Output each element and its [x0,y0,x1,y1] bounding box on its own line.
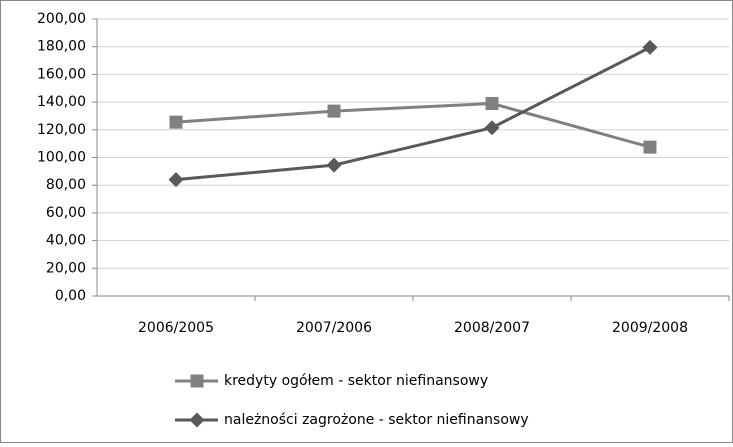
legend-marker [190,374,204,388]
y-tick-label: 120,00 [37,122,86,138]
legend-label: kredyty ogółem - sektor niefinansowy [224,373,488,389]
point-marker [168,172,184,188]
y-tick-label: 20,00 [46,260,86,276]
x-tick-label: 2009/2008 [612,320,688,336]
y-tick-label: 100,00 [37,150,86,166]
point-marker [485,96,499,110]
x-tick-label: 2007/2006 [296,320,372,336]
legend-label: należności zagrożone - sektor niefinanso… [224,412,529,428]
y-tick-label: 0,00 [55,288,86,304]
series-line [175,46,651,182]
point-marker [169,115,183,129]
y-tick-label: 80,00 [46,177,86,193]
y-tick-label: 180,00 [37,39,86,55]
y-tick-label: 60,00 [46,205,86,221]
series-line [175,101,651,149]
x-tick-label: 2008/2007 [454,320,530,336]
point-marker [326,157,342,173]
x-tick-label: 2006/2005 [138,320,214,336]
y-tick-label: 140,00 [37,94,86,110]
y-tick-label: 40,00 [46,233,86,249]
y-tick-label: 160,00 [37,66,86,82]
point-marker [327,104,341,118]
point-marker [642,39,658,55]
legend-marker [189,412,205,428]
point-marker [484,120,500,136]
y-tick-label: 200,00 [37,11,86,27]
point-marker [643,140,657,154]
